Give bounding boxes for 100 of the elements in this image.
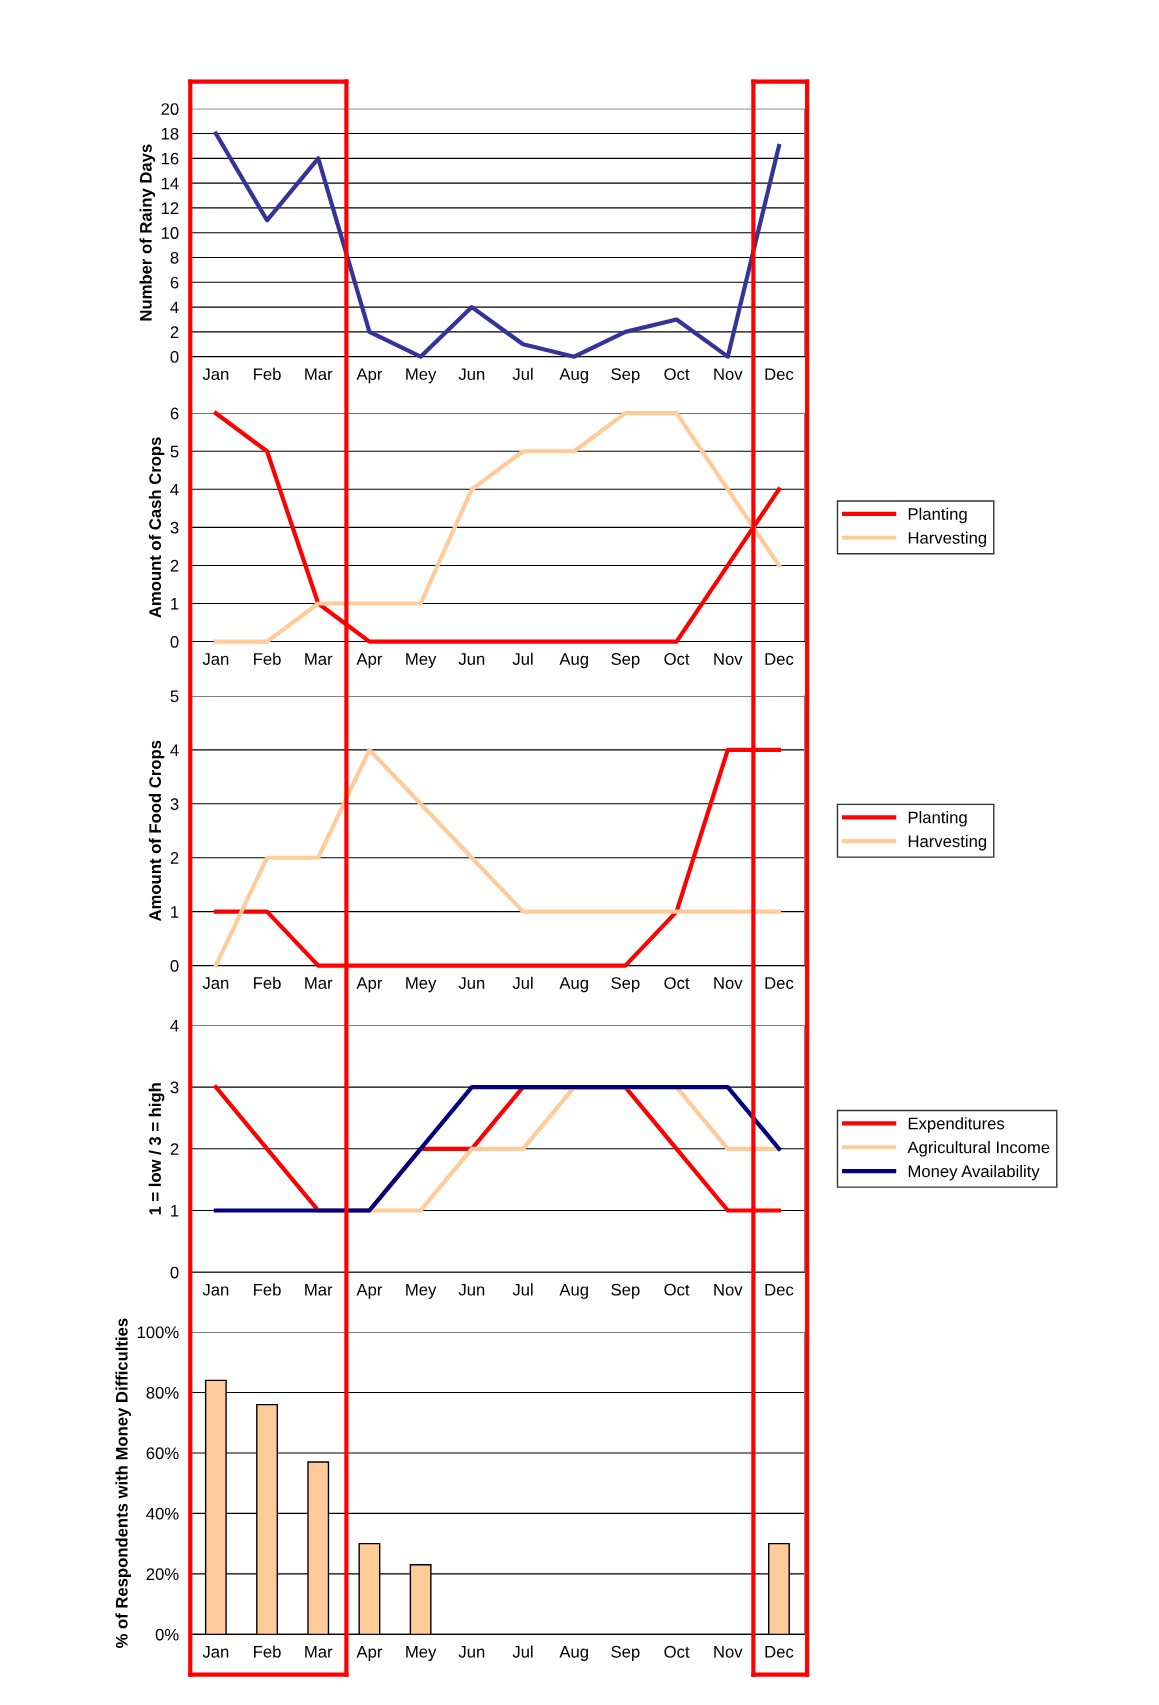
x-tick-label: Feb <box>254 1645 281 1658</box>
x-tick-label: Mey <box>406 653 437 669</box>
x-tick-label: Aug <box>559 368 588 384</box>
legend-label: Expenditures <box>908 1117 1005 1133</box>
y-tick-label: 8 <box>170 251 179 264</box>
x-tick-label: Jan <box>202 1646 229 1658</box>
x-tick-label: Aug <box>559 1283 588 1299</box>
x-tick-label: Sep <box>611 977 640 993</box>
x-tick-label: Jul <box>512 652 533 665</box>
x-tick-label: Apr <box>356 653 383 669</box>
y-tick-label: 0 <box>170 959 179 972</box>
y-tick-label: 2 <box>170 1143 179 1155</box>
y-axis-title: Number of Rainy Days <box>139 144 156 321</box>
y-tick-label: 12 <box>161 202 179 214</box>
x-tick-label: Dec <box>765 1283 794 1296</box>
y-tick-label: 60% <box>146 1447 179 1460</box>
x-tick-label: Jan <box>202 977 229 989</box>
x-tick-label: Jul <box>512 976 533 989</box>
legend-label: Harvesting <box>908 531 987 548</box>
line-series <box>213 131 782 359</box>
x-tick-label: Jan <box>202 653 229 665</box>
y-tick-label: 4 <box>170 1019 179 1032</box>
y-tick-label: 0 <box>170 635 179 648</box>
x-tick-label: Jul <box>512 367 533 381</box>
y-tick-label: 3 <box>170 1081 179 1094</box>
x-tick-label: Oct <box>664 1645 690 1658</box>
y-tick-label: 40% <box>146 1507 179 1520</box>
x-tick-label: Apr <box>356 1283 383 1299</box>
y-tick-label: 100% <box>137 1326 179 1339</box>
x-tick-label: Mar <box>305 653 333 665</box>
x-tick-label: Mar <box>305 1646 333 1658</box>
y-axis-title: Amount of Cash Crops <box>148 437 165 618</box>
x-tick-label: Oct <box>664 977 690 989</box>
x-tick-label: Mey <box>406 368 437 384</box>
x-tick-label: Dec <box>765 368 794 381</box>
x-tick-label: Apr <box>356 368 383 384</box>
y-tick-label: 1 <box>171 1205 179 1217</box>
y-tick-label: 4 <box>170 483 179 496</box>
y-axis-title: 1 = low / 3 = high <box>148 1083 165 1215</box>
y-tick-label: 1 <box>171 598 179 610</box>
x-tick-label: Mey <box>406 1646 437 1661</box>
y-tick-label: 5 <box>170 690 179 703</box>
x-tick-label: Jun <box>458 653 485 665</box>
x-tick-label: Feb <box>254 367 281 381</box>
legend-label: Planting <box>908 507 967 524</box>
x-tick-label: Mey <box>406 1283 437 1299</box>
x-tick-label: Feb <box>254 976 281 989</box>
y-tick-label: 10 <box>161 227 179 239</box>
x-tick-label: Mar <box>305 368 333 381</box>
x-tick-label: Nov <box>714 368 743 381</box>
x-tick-label: Mey <box>406 977 437 993</box>
x-tick-label: Dec <box>765 977 794 989</box>
x-tick-label: Dec <box>765 1646 794 1658</box>
legend-label: Money Availability <box>908 1164 1040 1181</box>
x-tick-label: Nov <box>714 977 743 989</box>
y-tick-label: 2 <box>170 852 179 864</box>
y-tick-label: 5 <box>170 445 179 458</box>
y-tick-label: 16 <box>161 152 179 165</box>
x-tick-label: Jun <box>458 368 485 381</box>
x-tick-label: Aug <box>559 977 588 993</box>
y-tick-label: 4 <box>170 301 179 314</box>
x-tick-label: Oct <box>664 1283 690 1296</box>
y-tick-label: 20 <box>161 103 179 115</box>
legend-label: Agricultural Income <box>907 1141 1050 1157</box>
y-tick-label: 6 <box>170 407 179 420</box>
x-tick-label: Feb <box>254 1283 281 1296</box>
y-axis-title: Amount of Food Crops <box>148 740 165 922</box>
x-tick-label: Apr <box>356 977 383 993</box>
x-tick-label: Jul <box>512 1283 533 1296</box>
y-tick-label: 6 <box>170 276 179 289</box>
y-tick-label: 80% <box>146 1386 179 1399</box>
x-tick-label: Sep <box>611 653 640 669</box>
x-tick-label: Jun <box>458 1283 485 1296</box>
x-tick-label: Jan <box>202 368 229 381</box>
x-tick-label: Sep <box>611 368 640 384</box>
y-tick-label: 3 <box>170 521 179 534</box>
y-tick-label: 2 <box>170 559 179 572</box>
y-axis-title: % of Respondents with Money Difficulties <box>115 1318 131 1649</box>
x-tick-label: Aug <box>559 1646 588 1661</box>
x-tick-label: Jun <box>458 977 485 989</box>
x-tick-label: Sep <box>611 1283 640 1299</box>
y-tick-label: 0 <box>170 351 179 363</box>
x-tick-label: Nov <box>714 653 743 665</box>
x-tick-label: Oct <box>664 368 690 381</box>
x-tick-label: Jan <box>202 1283 229 1296</box>
x-tick-label: Mar <box>305 977 333 989</box>
y-tick-label: 2 <box>170 326 179 338</box>
x-tick-label: Aug <box>559 653 588 669</box>
x-tick-label: Jul <box>512 1645 533 1658</box>
legend-label: Planting <box>908 811 967 827</box>
x-tick-label: Oct <box>664 653 690 665</box>
x-tick-label: Nov <box>714 1646 743 1658</box>
x-tick-label: Apr <box>356 1646 383 1661</box>
y-tick-label: 0 <box>170 1266 179 1279</box>
y-tick-label: 4 <box>170 744 179 756</box>
x-tick-label: Mar <box>305 1283 333 1296</box>
y-tick-label: 20% <box>146 1568 179 1581</box>
y-tick-label: 18 <box>161 127 179 140</box>
x-tick-label: Feb <box>254 652 281 665</box>
x-tick-label: Jun <box>458 1646 485 1658</box>
